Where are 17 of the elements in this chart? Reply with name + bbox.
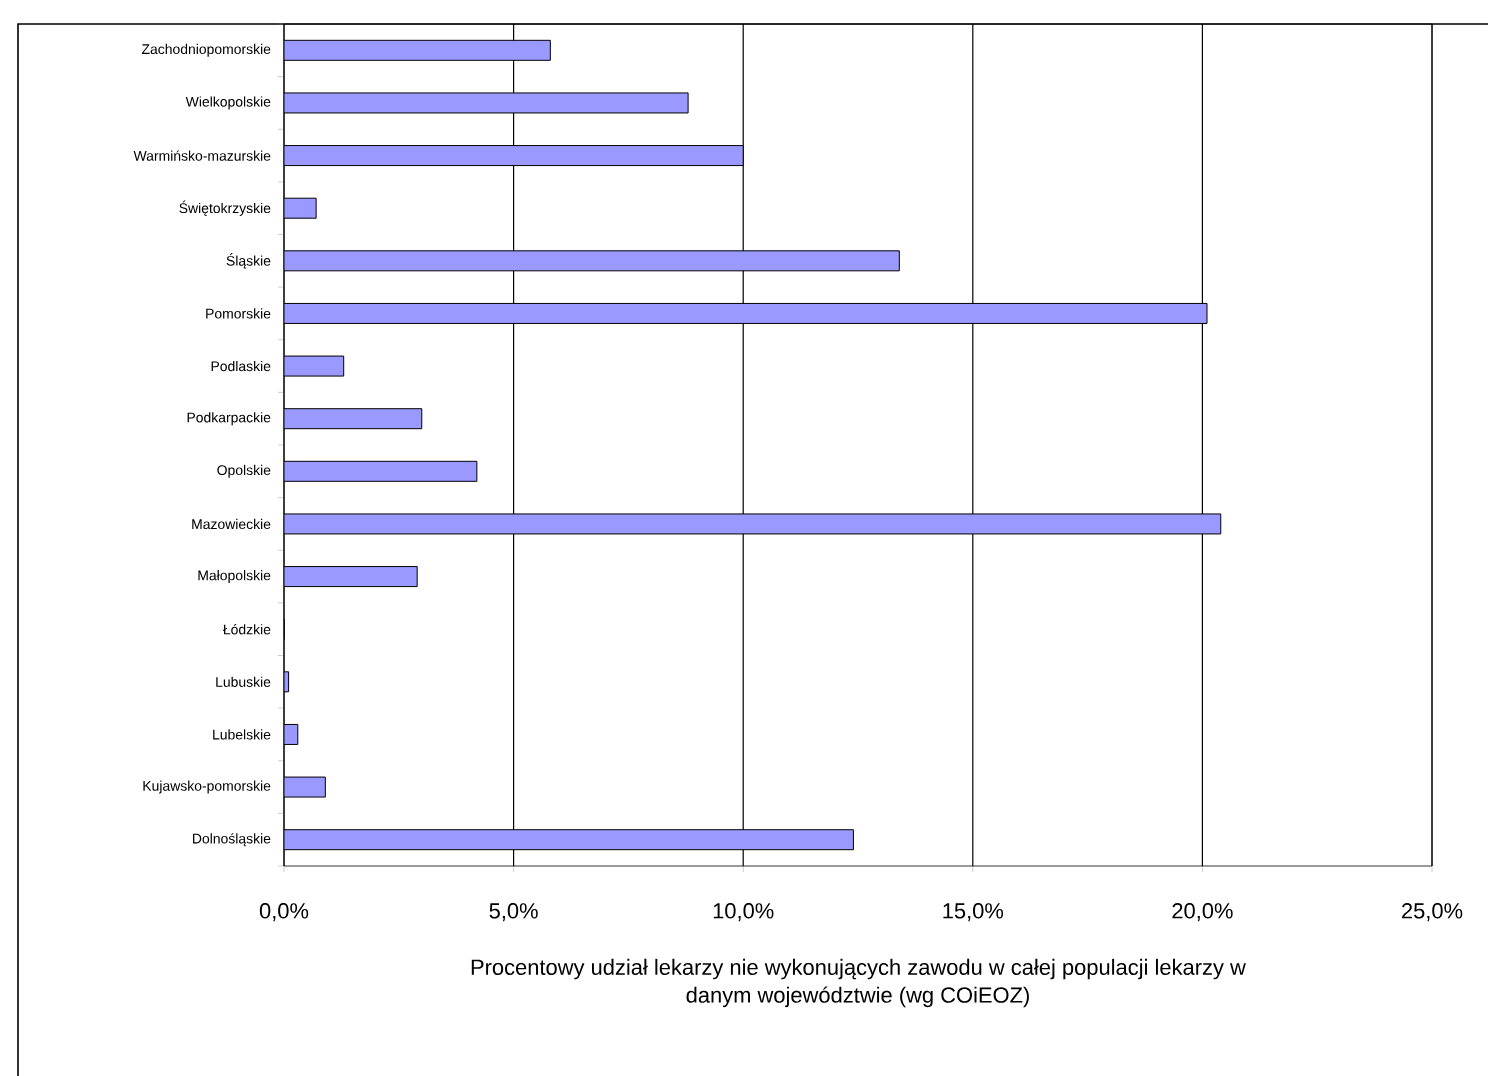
x-axis-title: Procentowy udział lekarzy nie wykonujących zawodu w całej populacji lekarzy w danym województwie (wg COiEOZ): [471, 958, 1246, 1008]
bar: [284, 829, 854, 851]
bar: [284, 302, 1208, 324]
bar: [284, 145, 744, 167]
bar: [284, 92, 689, 114]
x-tick-label: 0,0%: [259, 903, 309, 922]
bar: [284, 39, 551, 61]
bar: [284, 566, 418, 588]
x-tick-label: 5,0%: [489, 903, 538, 922]
x-tick-label: 20,0%: [1172, 903, 1233, 922]
bar: [284, 460, 478, 482]
bar: [284, 513, 1222, 535]
bar: [284, 250, 900, 272]
x-tick-label: 15,0%: [943, 903, 1004, 922]
x-tick-label: 10,0%: [713, 903, 774, 922]
bar: [284, 408, 423, 430]
x-tick-label: 25,0%: [1402, 903, 1463, 922]
